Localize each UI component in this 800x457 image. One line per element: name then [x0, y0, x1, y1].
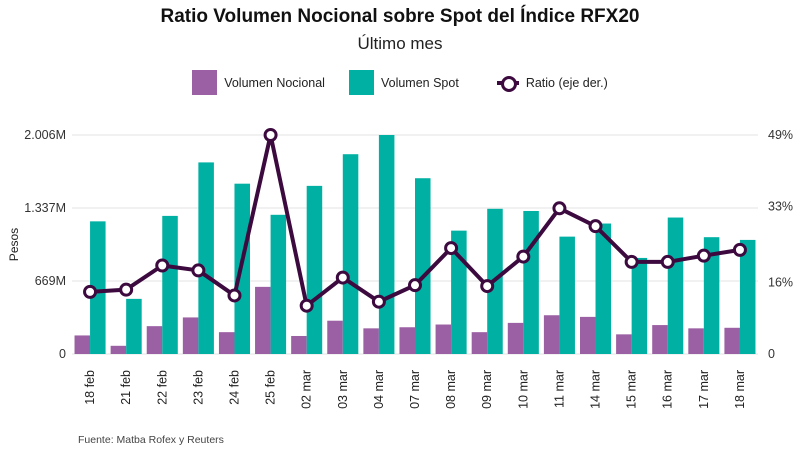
x-tick-label: 16 mar [661, 370, 675, 409]
y-left-tick-label: 0 [59, 347, 66, 361]
bar-nocional [218, 332, 235, 354]
ratio-point [408, 278, 422, 293]
bar-nocional [580, 316, 596, 354]
x-tick-label: 03 mar [336, 370, 350, 409]
bar-spot [162, 215, 178, 354]
legend-swatch-spot [348, 70, 374, 95]
bar-nocional [363, 328, 379, 354]
x-tick-label: 18 feb [83, 370, 97, 405]
bar-nocional [110, 345, 127, 354]
bar-nocional [507, 322, 524, 354]
bar-spot [631, 257, 648, 354]
ratio-point [191, 263, 206, 278]
bar-nocional [435, 324, 452, 354]
legend-item-spot[interactable]: Volumen Spot [348, 70, 459, 95]
bar-nocional [255, 286, 271, 354]
bar-nocional [616, 334, 632, 354]
bar-nocional [327, 320, 343, 354]
y-left-tick-label: 1.337M [24, 201, 66, 215]
x-tick-label: 25 feb [264, 370, 278, 405]
bar-spot [198, 162, 214, 354]
ratio-point [299, 298, 314, 313]
bar-nocional [543, 315, 560, 354]
bar-spot [90, 221, 106, 354]
y-right-tick-label: 49% [768, 128, 793, 142]
bar-nocional [146, 326, 163, 354]
x-tick-label: 14 mar [589, 370, 603, 409]
bar-spot [559, 236, 575, 354]
x-tick-label: 24 feb [227, 370, 241, 405]
legend-label-spot: Volumen Spot [380, 75, 459, 90]
x-tick-label: 23 feb [191, 370, 205, 405]
ratio-point [480, 279, 495, 294]
x-tick-label: 21 feb [119, 370, 133, 405]
ratio-point [552, 201, 567, 216]
bar-nocional [471, 332, 488, 354]
bar-nocional [652, 325, 668, 354]
ratio-point [335, 270, 350, 285]
bar-nocional [291, 335, 307, 354]
ratio-point [732, 242, 747, 257]
ratio-point [588, 219, 603, 234]
bar-spot [703, 237, 720, 354]
legend-item-nocional[interactable]: Volumen Nocional [192, 70, 325, 95]
chart-title: Ratio Volumen Nocional sobre Spot del Ín… [160, 6, 640, 27]
ratio-point [516, 249, 531, 264]
ratio-point [119, 282, 134, 297]
bar-nocional [74, 335, 91, 354]
bar-nocional [724, 327, 740, 354]
bar-spot [667, 217, 684, 354]
bar-spot [306, 185, 323, 354]
ratio-point [83, 284, 98, 299]
x-tick-label: 02 mar [300, 370, 314, 409]
ratio-point [444, 241, 459, 256]
ratio-point [624, 254, 639, 269]
legend: Volumen Nocional Volumen Spot Ratio (eje… [0, 70, 800, 95]
source-note: Fuente: Matba Rofex y Reuters [78, 434, 224, 446]
ratio-point [155, 258, 170, 273]
legend-label-nocional: Volumen Nocional [224, 75, 325, 90]
y-right-tick-label: 33% [768, 200, 793, 214]
x-tick-label: 17 mar [697, 370, 711, 409]
y-left-tick-label: 669M [35, 274, 66, 288]
legend-swatch-nocional [192, 70, 218, 95]
x-tick-label: 15 mar [625, 370, 639, 409]
bar-spot [415, 178, 431, 354]
ratio-point [660, 254, 675, 269]
bar-nocional [688, 328, 704, 354]
bar-spot [270, 214, 287, 354]
ratio-point [696, 248, 711, 263]
bar-nocional [182, 317, 199, 354]
y-axis-label: Pesos [7, 228, 21, 261]
x-tick-label: 07 mar [408, 370, 422, 409]
x-tick-label: 18 mar [733, 370, 747, 409]
legend-label-ratio: Ratio (eje der.) [525, 75, 608, 90]
bar-nocional [399, 327, 415, 354]
y-right-tick-label: 0 [768, 347, 775, 361]
x-tick-label: 10 mar [516, 370, 530, 409]
y-right-tick-label: 16% [768, 275, 793, 289]
bar-spot [523, 210, 539, 354]
bar-spot [126, 298, 142, 354]
x-tick-label: 22 feb [155, 370, 169, 405]
bar-spot [342, 154, 359, 354]
ratio-point [227, 288, 242, 303]
bar-spot [595, 223, 612, 354]
x-tick-label: 09 mar [480, 370, 494, 409]
legend-swatch-ratio [496, 73, 519, 93]
ratio-point [263, 128, 278, 142]
x-tick-label: 08 mar [444, 370, 458, 409]
chart-subtitle: Último mes [357, 34, 443, 53]
x-tick-label: 04 mar [372, 370, 386, 409]
y-left-tick-label: 2.006M [24, 128, 66, 142]
x-tick-label: 11 mar [552, 370, 566, 408]
ratio-point [371, 294, 386, 309]
bar-spot [739, 239, 756, 354]
legend-item-ratio[interactable]: Ratio (eje der.) [496, 73, 608, 93]
bar-spot [378, 135, 395, 354]
